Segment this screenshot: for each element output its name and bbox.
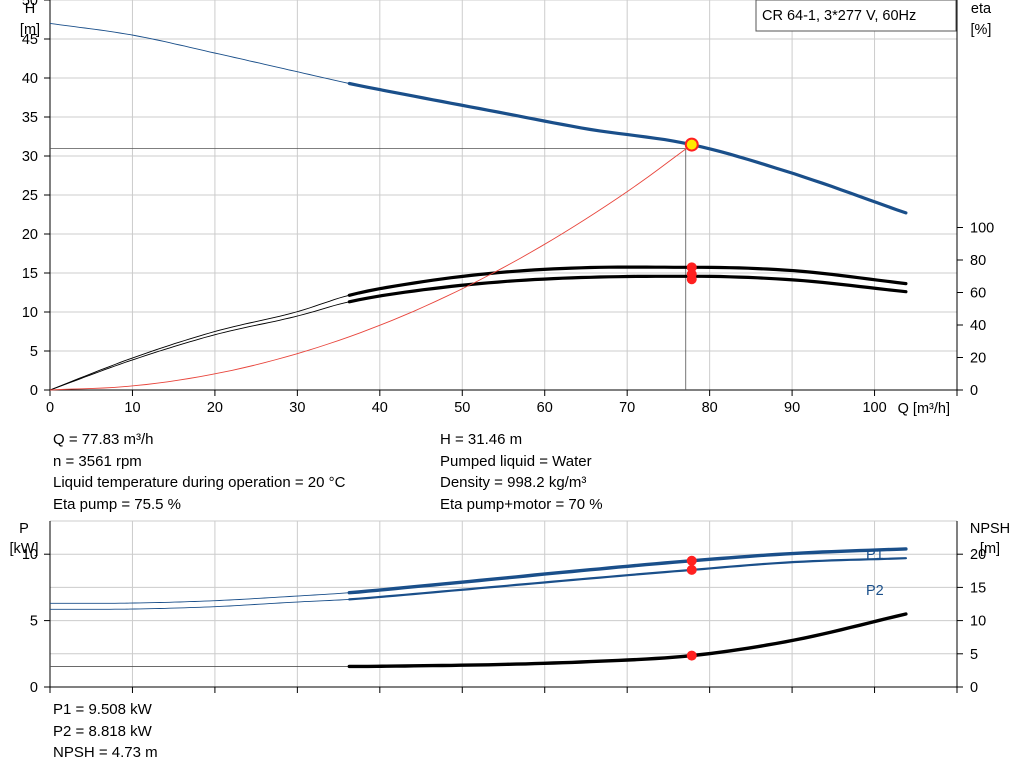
head-chart-curves [49,22,908,391]
h-tick-label: 15 [22,266,38,282]
p1-duty-marker [686,555,697,566]
info-density: Density = 998.2 kg/m³ [440,474,587,491]
power-chart-grid [50,520,958,687]
h-tick-label: 5 [30,344,38,360]
eta-tick-label: 100 [970,221,994,237]
p1-curve [347,547,908,595]
info-eta-pump: Eta pump = 75.5 % [53,495,181,513]
p2-curve-extended [50,598,350,610]
eta-marker-overlap [686,269,697,280]
q-axis-title: Q [m³/h] [898,401,950,417]
eta-tick-label: 80 [970,253,986,269]
model-label: CR 64-1, 3*277 V, 60Hz [762,8,916,24]
q-tick-label: 70 [619,400,635,416]
eta-tick-label: 0 [970,383,978,399]
npsh-tick-label: 20 [970,547,986,563]
q-tick-label: 20 [207,400,223,416]
head-chart-ticks: 0 10 20 30 40 50 60 70 80 90 100 0 5 10 15 20 25 30 35 40 45… [22,0,994,416]
q-tick-label: 10 [124,400,140,416]
npsh-duty-marker [686,650,697,661]
p-axis-title: P [19,521,29,537]
info-head: H = 31.46 m [440,431,523,448]
npsh-axis-title: NPSH [970,521,1010,537]
eta-axis-title: eta [971,1,992,17]
npsh-tick-label: 10 [970,614,986,630]
h-tick-label: 35 [22,110,38,126]
p2-series-label: P2 [866,583,884,599]
h-tick-label: 30 [22,149,38,165]
q-tick-label: 40 [372,400,388,416]
system-curve [49,144,692,391]
npsh-tick-label: 5 [970,647,978,663]
power-chart-curves [50,547,908,669]
eta-pump-curve-extended [49,294,350,391]
h-axis-unit: [m] [20,22,40,38]
p2-curve [348,557,907,601]
h-tick-label: 50 [22,0,38,9]
duty-info-right: H = 31.46 m Pumped liquid = Water Densit… [440,429,603,515]
h-tick-label: 40 [22,71,38,87]
model-label-box [755,0,957,32]
duty-point-marker [684,137,699,152]
npsh-curve [347,612,908,669]
eta-pump-curve [347,265,908,297]
duty-info-bottom: P1 = 9.508 kW P2 = 8.818 kW NPSH = 4.73 … [53,699,158,764]
info-flow: Q = 77.83 m³/h [53,431,154,448]
q-tick-label: 50 [454,400,470,416]
q-tick-label: 90 [784,400,800,416]
p-tick-label: 5 [30,614,38,630]
npsh-axis-unit: [m] [980,541,1000,557]
p-tick-label: 10 [22,547,38,563]
h-tick-label: 10 [22,305,38,321]
head-chart-grid [50,0,958,390]
info-liquid-temperature: Liquid temperature during operation = 20… [53,474,346,491]
h-tick-label: 45 [22,32,38,48]
h-tick-label: 20 [22,227,38,243]
info-speed: n = 3561 rpm [53,452,142,470]
power-chart-frame [49,521,958,688]
p1-curve-extended [50,592,350,604]
h-axis-title: H [25,1,35,17]
power-chart-ticks: 0 5 10 0 5 10 15 20 [22,547,986,696]
eta-pump-motor-curve-extended [49,301,350,391]
q-tick-label: 80 [702,400,718,416]
p-tick-label: 0 [30,680,38,696]
h-tick-label: 0 [30,383,38,399]
q-tick-label: 30 [289,400,305,416]
info-p2: P2 = 8.818 kW [53,722,152,740]
eta-axis-unit: [%] [971,22,992,38]
eta-tick-label: 40 [970,318,986,334]
info-pumped-liquid: Pumped liquid = Water [440,452,592,470]
q-tick-label: 0 [46,400,54,416]
head-curve [347,81,908,215]
info-eta-pump-motor: Eta pump+motor = 70 % [440,495,603,513]
q-tick-label: 60 [537,400,553,416]
npsh-tick-label: 15 [970,580,986,596]
eta-pump-motor-curve [347,274,908,304]
p1-series-label: P1 [866,547,884,563]
h-tick-label: 25 [22,188,38,204]
duty-markers [684,137,699,661]
p2-duty-marker [686,564,697,575]
eta-tick-label: 20 [970,351,986,367]
q-tick-label: 100 [862,400,886,416]
eta-tick-label: 60 [970,286,986,302]
duty-info-left: Q = 77.83 m³/h n = 3561 rpm Liquid tempe… [53,429,345,515]
eta-pump-marker [686,262,697,273]
info-p1: P1 = 9.508 kW [53,701,152,718]
info-npsh: NPSH = 4.73 m [53,744,158,761]
p-axis-unit: [kW] [10,541,39,557]
npsh-tick-label: 0 [970,680,978,696]
head-curve-extended [49,22,350,84]
